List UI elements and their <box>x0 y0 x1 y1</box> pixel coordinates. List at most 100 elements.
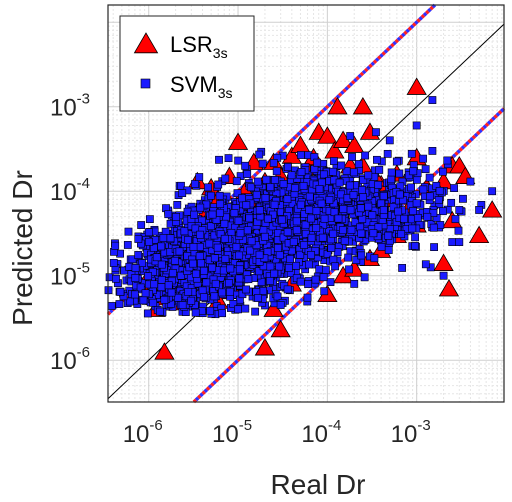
svm-point <box>130 290 139 299</box>
svm-point <box>370 254 379 263</box>
svm-point <box>200 266 209 275</box>
svm-point <box>196 203 205 212</box>
svm-point <box>455 238 464 246</box>
svm-point <box>475 206 484 214</box>
svm-point <box>330 208 339 217</box>
svm-point <box>157 275 166 284</box>
svm-point <box>131 264 140 272</box>
svm-point <box>243 170 252 178</box>
svm-point <box>319 273 328 282</box>
svm-point <box>262 175 271 184</box>
legend-entry-lsr: LSR3s <box>170 32 228 61</box>
svm-point <box>398 264 407 272</box>
svm-point <box>364 171 373 180</box>
y-tick-base: 10 <box>50 264 77 291</box>
svm-point <box>459 194 467 203</box>
svm-point <box>195 252 204 261</box>
svm-point <box>242 285 250 294</box>
svm-point <box>369 229 378 238</box>
svm-point <box>411 241 419 250</box>
svm-point <box>394 207 403 216</box>
svm-point <box>292 261 301 270</box>
svm-point <box>178 301 187 309</box>
y-tick-base: 10 <box>50 348 77 375</box>
svm-point <box>284 163 292 171</box>
x-tick-label: 10-3 <box>391 417 431 448</box>
svm-point <box>234 156 243 165</box>
svm-point <box>157 242 166 251</box>
legend-lsr-subscript: 3s <box>213 45 228 61</box>
svm-point <box>259 286 267 295</box>
lsr-point <box>482 200 503 218</box>
svm-point <box>234 305 242 314</box>
lsr-point <box>433 253 454 271</box>
svm-point <box>311 275 320 284</box>
svm-point <box>359 176 368 184</box>
svm-point <box>232 243 241 251</box>
svm-point <box>258 159 267 168</box>
legend-box <box>119 15 255 112</box>
svm-point <box>255 206 264 215</box>
svm-point <box>138 259 146 267</box>
svm-point <box>392 157 401 166</box>
svm-point <box>257 277 266 286</box>
svm-point <box>318 233 327 242</box>
lsr-point <box>227 132 249 150</box>
svm-point <box>361 151 369 160</box>
y-tick-label: 10-4 <box>50 175 90 206</box>
svm-point <box>337 161 346 170</box>
svm-point <box>216 230 225 239</box>
svm-point <box>213 243 222 252</box>
svm-point <box>157 260 166 269</box>
svm-point <box>208 263 217 272</box>
svm-point <box>335 178 344 187</box>
svm-point <box>387 175 396 184</box>
svm-point <box>379 206 388 214</box>
svm-point <box>134 251 143 259</box>
svm-point <box>300 241 308 249</box>
svm-point <box>195 173 204 181</box>
y-tick-label: 10-5 <box>50 260 90 291</box>
y-tick-label: 10-6 <box>50 344 90 375</box>
svm-point <box>177 271 185 280</box>
svm-point <box>230 209 239 217</box>
svm-point <box>136 283 145 292</box>
svm-point <box>368 211 377 220</box>
svm-point <box>357 229 366 238</box>
svm-point <box>346 132 355 140</box>
lsr-point <box>468 225 490 243</box>
svm-point <box>232 177 241 186</box>
svm-point <box>238 194 247 203</box>
svm-point <box>134 235 143 243</box>
svm-point <box>389 203 398 211</box>
svm-point <box>112 274 120 283</box>
svm-point <box>349 191 358 199</box>
svm-point <box>438 207 447 216</box>
svm-point <box>400 214 409 223</box>
x-tick-base: 10 <box>391 421 418 448</box>
svm-point <box>116 287 125 296</box>
x-tick-label: 10-6 <box>123 417 163 448</box>
svm-point <box>407 183 415 192</box>
svm-point <box>266 277 274 285</box>
svm-point <box>312 207 321 215</box>
svm-point <box>189 243 198 251</box>
data-points <box>104 77 503 360</box>
svm-point <box>123 241 132 249</box>
svm-point <box>358 186 366 194</box>
svm-point <box>375 166 384 174</box>
svm-point <box>150 280 158 289</box>
svm-point <box>346 181 354 190</box>
svm-point <box>190 210 199 219</box>
x-tick-labels: 10-6 10-5 10-4 10-3 <box>123 417 431 448</box>
svm-point <box>243 226 252 235</box>
svm-point <box>329 167 338 176</box>
svm-point <box>174 293 182 302</box>
svm-point <box>339 226 347 235</box>
svm-point <box>214 180 223 189</box>
svm-point <box>318 178 326 187</box>
svm-point <box>439 167 447 176</box>
svm-point <box>357 251 366 260</box>
y-tick-exponent: -6 <box>77 344 90 361</box>
svm-point <box>254 294 262 302</box>
